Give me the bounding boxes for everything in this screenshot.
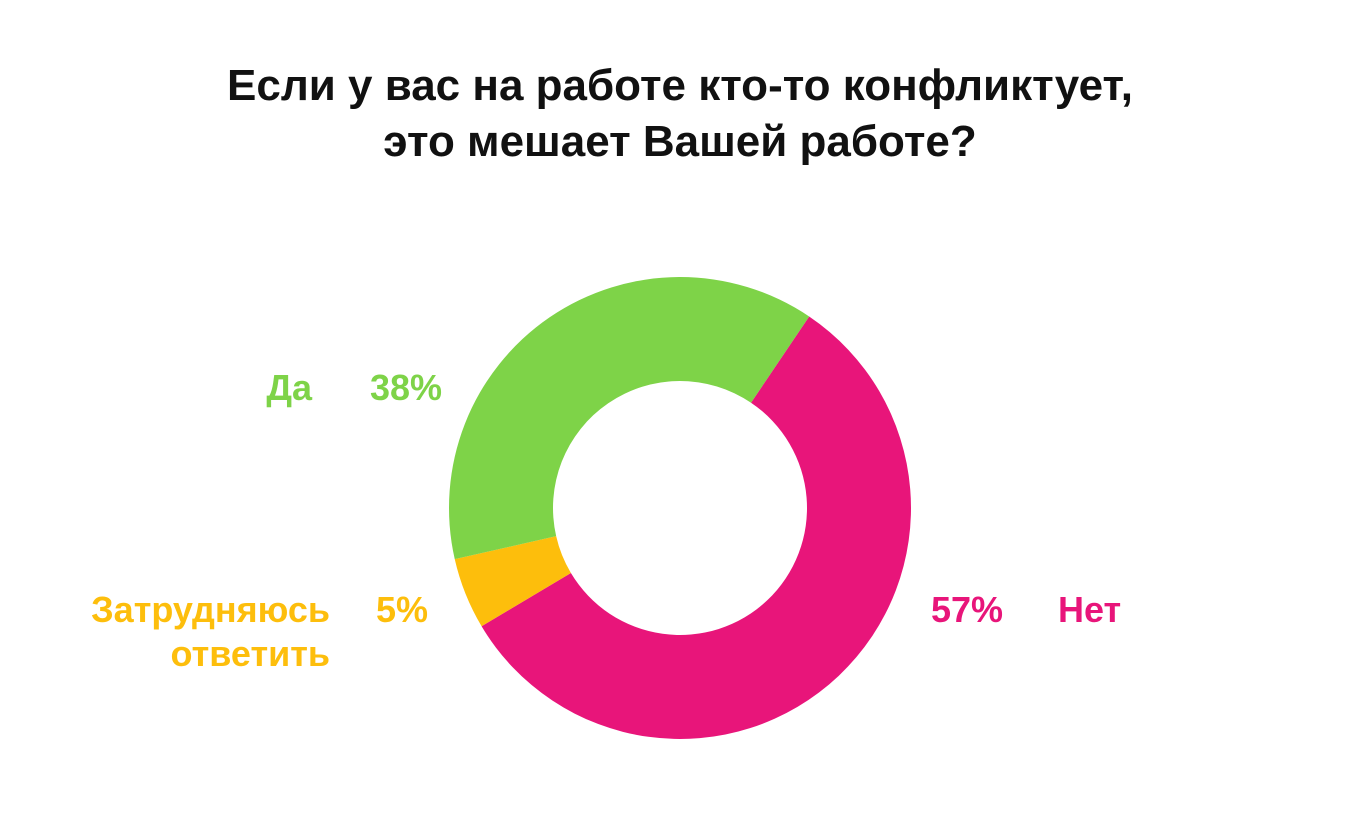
label-undecided-line1: Затрудняюсь	[91, 589, 330, 630]
label-undecided-percent: 5%	[375, 589, 428, 630]
slice-no	[481, 316, 911, 739]
label-undecided-name: Затрудняюсь ответить	[91, 588, 330, 676]
label-no-name: Нет	[1058, 589, 1122, 630]
chart-title: Если у вас на работе кто-то конфликтует,…	[0, 58, 1360, 170]
label-undecided-line2: ответить	[170, 633, 330, 674]
slice-yes	[449, 276, 810, 560]
label-no-percent: 57%	[931, 589, 1004, 630]
label-yes-name: Да	[266, 367, 312, 408]
chart-title-line1: Если у вас на работе кто-то конфликтует,	[227, 61, 1133, 110]
chart-title-line2: это мешает Вашей работе?	[383, 117, 977, 166]
label-yes-percent: 38%	[369, 367, 442, 408]
slice-undecided	[454, 536, 571, 627]
